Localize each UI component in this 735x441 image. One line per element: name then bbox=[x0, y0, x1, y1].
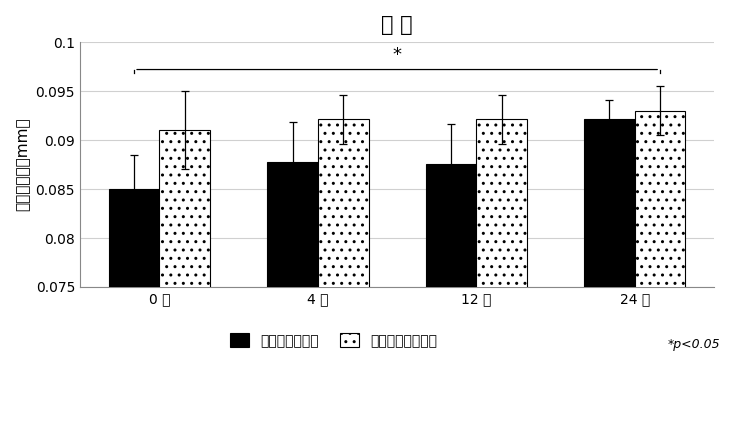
Bar bbox=[268, 161, 318, 441]
Text: *: * bbox=[392, 46, 401, 64]
Bar bbox=[159, 130, 210, 441]
Text: *p<0.05: *p<0.05 bbox=[668, 338, 720, 351]
Bar bbox=[426, 164, 476, 441]
Bar bbox=[635, 111, 686, 441]
Bar bbox=[476, 120, 527, 441]
Bar bbox=[584, 120, 635, 441]
Bar bbox=[318, 120, 368, 441]
Title: 毛 径: 毛 径 bbox=[381, 15, 413, 35]
Legend: マッサージ部位, コントロール部位: マッサージ部位, コントロール部位 bbox=[224, 328, 443, 354]
Bar bbox=[109, 189, 159, 441]
Y-axis label: 毛髪の直径（mm）: 毛髪の直径（mm） bbox=[15, 118, 30, 211]
